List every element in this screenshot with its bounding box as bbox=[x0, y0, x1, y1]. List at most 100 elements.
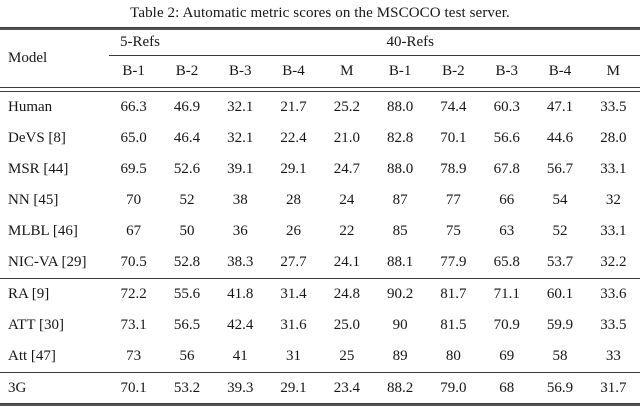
value-cell: 67 bbox=[126, 222, 142, 239]
value-cell: 21.0 bbox=[333, 129, 360, 146]
group-header-row: 5-Refs 40-Refs bbox=[0, 30, 640, 55]
value-cell: 52.8 bbox=[173, 253, 201, 270]
value-cell: 82.8 bbox=[387, 129, 414, 146]
value-cell: 90 bbox=[392, 316, 408, 333]
model-column-header: Model bbox=[8, 50, 48, 67]
table-row: 3G 70.1 53.2 39.3 29.1 23.4 88.2 79.0 68… bbox=[0, 373, 640, 403]
value-cell: 32 bbox=[605, 191, 621, 208]
value-cell: 53.2 bbox=[173, 379, 201, 396]
table-row: Human 66.3 46.9 32.1 21.7 25.2 88.0 74.4… bbox=[0, 92, 640, 123]
value-cell: 66.3 bbox=[120, 98, 147, 115]
value-cell: 33.6 bbox=[600, 285, 627, 302]
value-cell: 31 bbox=[286, 347, 302, 364]
value-cell: 46.9 bbox=[173, 98, 201, 115]
value-cell: 56.5 bbox=[173, 316, 201, 333]
value-cell: 52.6 bbox=[173, 160, 201, 177]
model-cell: Att [47] bbox=[8, 347, 56, 364]
table-row: NIC-VA [29] 70.5 52.8 38.3 27.7 24.1 88.… bbox=[0, 247, 640, 278]
value-cell: 56.9 bbox=[546, 379, 574, 396]
value-cell: 87 bbox=[392, 191, 408, 208]
value-cell: 89 bbox=[392, 347, 408, 364]
value-cell: 39.3 bbox=[227, 379, 254, 396]
value-cell: 24.8 bbox=[333, 285, 360, 302]
value-cell: 36 bbox=[232, 222, 248, 239]
value-cell: 81.5 bbox=[440, 316, 467, 333]
value-cell: 24.1 bbox=[333, 253, 360, 270]
rule-bottom bbox=[0, 403, 640, 407]
value-cell: 38 bbox=[232, 191, 248, 208]
group-header-40refs: 40-Refs bbox=[386, 34, 435, 50]
value-cell: 41 bbox=[232, 347, 248, 364]
value-cell: 31.6 bbox=[280, 316, 307, 333]
value-cell: 50 bbox=[179, 222, 195, 239]
value-cell: 31.7 bbox=[600, 379, 627, 396]
value-cell: 90.2 bbox=[387, 285, 414, 302]
value-cell: 54 bbox=[552, 191, 568, 208]
column-header-row: B-1 B-2 B-3 B-4 M B-1 B-2 B-3 B-4 M bbox=[0, 56, 640, 87]
rule-section-divider-1 bbox=[0, 277, 640, 279]
value-cell: 88.1 bbox=[387, 253, 414, 270]
value-cell: 21.7 bbox=[280, 98, 307, 115]
value-cell: 24.7 bbox=[333, 160, 360, 177]
column-header: B-4 bbox=[548, 63, 572, 80]
value-cell: 32.2 bbox=[600, 253, 627, 270]
value-cell: 31.4 bbox=[280, 285, 307, 302]
value-cell: 60.3 bbox=[493, 98, 520, 115]
model-cell: MSR [44] bbox=[8, 160, 69, 177]
table-row: Att [47] 73 56 41 31 25 89 80 69 58 33 bbox=[0, 341, 640, 372]
model-cell: DeVS [8] bbox=[8, 129, 66, 146]
value-cell: 52 bbox=[552, 222, 568, 239]
value-cell: 24 bbox=[339, 191, 355, 208]
model-cell: Human bbox=[8, 98, 53, 115]
value-cell: 26 bbox=[286, 222, 302, 239]
model-cell: 3G bbox=[8, 379, 27, 396]
rule-top bbox=[0, 27, 640, 30]
value-cell: 65.0 bbox=[120, 129, 147, 146]
value-cell: 22.4 bbox=[280, 129, 307, 146]
model-cell: MLBL [46] bbox=[8, 222, 78, 239]
column-header: B-2 bbox=[175, 63, 199, 80]
value-cell: 25.0 bbox=[333, 316, 360, 333]
value-cell: 70.1 bbox=[120, 379, 147, 396]
value-cell: 25 bbox=[339, 347, 355, 364]
rule-under-groups bbox=[109, 55, 640, 57]
model-cell: NN [45] bbox=[8, 191, 59, 208]
model-cell: ATT [30] bbox=[8, 316, 64, 333]
value-cell: 32.1 bbox=[227, 98, 254, 115]
rule-under-header bbox=[0, 87, 640, 92]
column-header: B-2 bbox=[442, 63, 465, 80]
value-cell: 38.3 bbox=[227, 253, 254, 270]
value-cell: 66 bbox=[499, 191, 515, 208]
value-cell: 58 bbox=[552, 347, 568, 364]
value-cell: 65.8 bbox=[493, 253, 520, 270]
model-cell: RA [9] bbox=[8, 285, 50, 302]
value-cell: 88.0 bbox=[387, 160, 414, 177]
value-cell: 23.4 bbox=[333, 379, 360, 396]
value-cell: 55.6 bbox=[173, 285, 201, 302]
table-row: MLBL [46] 67 50 36 26 22 85 75 63 52 33.… bbox=[0, 216, 640, 247]
value-cell: 80 bbox=[445, 347, 461, 364]
value-cell: 56 bbox=[179, 347, 195, 364]
rule-section-divider-2 bbox=[0, 371, 640, 374]
value-cell: 85 bbox=[392, 222, 408, 239]
value-cell: 53.7 bbox=[546, 253, 574, 270]
value-cell: 60.1 bbox=[546, 285, 574, 302]
value-cell: 59.9 bbox=[546, 316, 574, 333]
value-cell: 73 bbox=[126, 347, 142, 364]
table-section-1: Human 66.3 46.9 32.1 21.7 25.2 88.0 74.4… bbox=[0, 92, 640, 278]
value-cell: 41.8 bbox=[227, 285, 254, 302]
value-cell: 69 bbox=[499, 347, 515, 364]
value-cell: 73.1 bbox=[120, 316, 147, 333]
column-header: B-1 bbox=[122, 63, 145, 80]
column-header: B-3 bbox=[228, 63, 252, 80]
table-caption: Table 2: Automatic metric scores on the … bbox=[130, 5, 510, 21]
value-cell: 70 bbox=[126, 191, 142, 208]
value-cell: 32.1 bbox=[227, 129, 254, 146]
value-cell: 77.9 bbox=[440, 253, 467, 270]
table-section-2: RA [9] 72.2 55.6 41.8 31.4 24.8 90.2 81.… bbox=[0, 279, 640, 372]
value-cell: 70.5 bbox=[120, 253, 147, 270]
value-cell: 47.1 bbox=[546, 98, 574, 115]
value-cell: 25.2 bbox=[333, 98, 360, 115]
value-cell: 79.0 bbox=[440, 379, 467, 396]
